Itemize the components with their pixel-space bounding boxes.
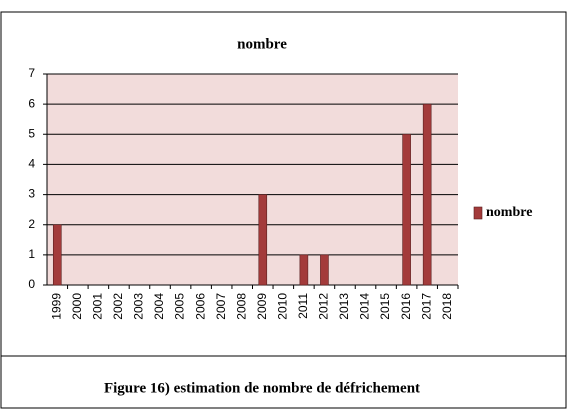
y-tick-label: 0 (28, 277, 35, 291)
x-tick-label: 2010 (275, 293, 289, 320)
x-tick-label: 2016 (399, 293, 413, 320)
x-tick-label: 2000 (70, 293, 84, 320)
x-tick-label: 2006 (193, 293, 207, 320)
x-tick-label: 2018 (440, 293, 454, 320)
x-tick-label: 2005 (173, 293, 187, 320)
plot-area (47, 74, 458, 285)
caption: Figure 16) estimation de nombre de défri… (104, 380, 420, 396)
x-tick-label: 2008 (234, 293, 248, 320)
x-tick-label: 2015 (378, 293, 392, 320)
x-tick-label: 1999 (49, 293, 63, 320)
bar (299, 254, 309, 286)
y-tick-label: 5 (28, 126, 35, 140)
x-tick-label: 2017 (419, 293, 433, 320)
y-tick-label: 1 (28, 247, 35, 261)
bar (402, 133, 411, 286)
bar (258, 194, 268, 286)
y-tick-label: 6 (28, 96, 35, 110)
x-tick-label: 2003 (132, 293, 146, 320)
frame (0, 11, 567, 409)
x-tick-label: 2009 (255, 293, 269, 320)
y-tick-label: 2 (28, 217, 35, 231)
x-tick-label: 2004 (152, 293, 166, 320)
x-tick-label: 2007 (214, 293, 228, 320)
bar (422, 103, 432, 286)
y-tick-label: 3 (28, 187, 35, 201)
legend-swatch (473, 206, 483, 220)
legend-label: nombre (486, 205, 532, 220)
x-tick-label: 2012 (317, 293, 331, 320)
x-tick-label: 2014 (358, 293, 372, 320)
x-tick-label: 2013 (337, 293, 351, 320)
y-tick-label: 7 (28, 66, 35, 80)
x-tick-label: 2002 (111, 293, 125, 320)
bar (52, 224, 62, 286)
x-tick-label: 2001 (91, 293, 105, 320)
x-tick-label: 2011 (296, 293, 310, 319)
y-tick-label: 4 (28, 157, 35, 171)
chart-title: nombre (237, 36, 287, 52)
bar (320, 254, 329, 286)
